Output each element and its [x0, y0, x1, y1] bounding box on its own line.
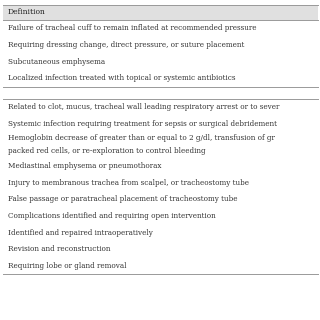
Text: Identified and repaired intraoperatively: Identified and repaired intraoperatively: [8, 229, 153, 237]
Text: Localized infection treated with topical or systemic antibiotics: Localized infection treated with topical…: [8, 75, 236, 83]
Text: Subcutaneous emphysema: Subcutaneous emphysema: [8, 58, 105, 66]
Text: Requiring dressing change, direct pressure, or suture placement: Requiring dressing change, direct pressu…: [8, 41, 244, 49]
Text: Systemic infection requiring treatment for sepsis or surgical debridement: Systemic infection requiring treatment f…: [8, 120, 277, 128]
Text: Revision and reconstruction: Revision and reconstruction: [8, 245, 110, 253]
Text: Complications identified and requiring open intervention: Complications identified and requiring o…: [8, 212, 216, 220]
Text: Definition: Definition: [8, 8, 46, 16]
Text: packed red cells, or re-exploration to control bleeding: packed red cells, or re-exploration to c…: [8, 147, 206, 155]
Text: Hemoglobin decrease of greater than or equal to 2 g/dl, transfusion of gr: Hemoglobin decrease of greater than or e…: [8, 134, 275, 142]
Text: Mediastinal emphysema or pneumothorax: Mediastinal emphysema or pneumothorax: [8, 162, 162, 170]
Text: False passage or paratracheal placement of tracheostomy tube: False passage or paratracheal placement …: [8, 196, 237, 204]
Text: Related to clot, mucus, tracheal wall leading respiratory arrest or to sever: Related to clot, mucus, tracheal wall le…: [8, 103, 279, 111]
Text: Requiring lobe or gland removal: Requiring lobe or gland removal: [8, 262, 126, 270]
Text: Failure of tracheal cuff to remain inflated at recommended pressure: Failure of tracheal cuff to remain infla…: [8, 25, 257, 33]
Bar: [3, 5, 318, 20]
Text: Injury to membranous trachea from scalpel, or tracheostomy tube: Injury to membranous trachea from scalpe…: [8, 179, 249, 187]
